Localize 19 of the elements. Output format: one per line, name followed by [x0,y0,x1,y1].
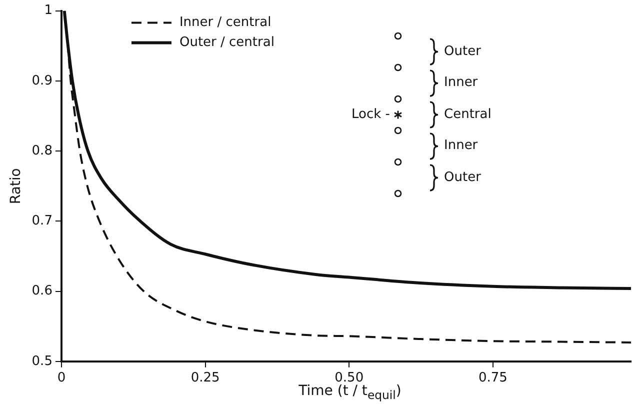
annotation: Inner [444,138,478,154]
y-tick-label: 1 [44,3,52,18]
x-axis-title: Time (t / t$_{equil}$) [298,383,402,402]
x-tick-label: 0.75 [478,370,508,386]
x-tick-label: 0.25 [190,370,220,386]
y-tick-label: 0.7 [32,214,52,229]
y-tick-label: 0.6 [32,284,52,299]
annotation: Central [444,106,492,123]
y-tick-label: 0.5 [32,354,52,369]
legend-label: Inner / central [179,15,272,30]
annotation: Outer [444,44,481,60]
y-tick-label: 0.8 [32,143,52,158]
legend-label: Outer / central [179,35,274,50]
annotation: Inner [444,75,478,92]
y-tick-label: 0.9 [32,73,52,88]
annotation: Outer [444,170,481,186]
x-tick-label: 0 [57,370,66,386]
annotation: Lock - [352,106,390,123]
y-axis-title: Ratio [8,168,24,204]
